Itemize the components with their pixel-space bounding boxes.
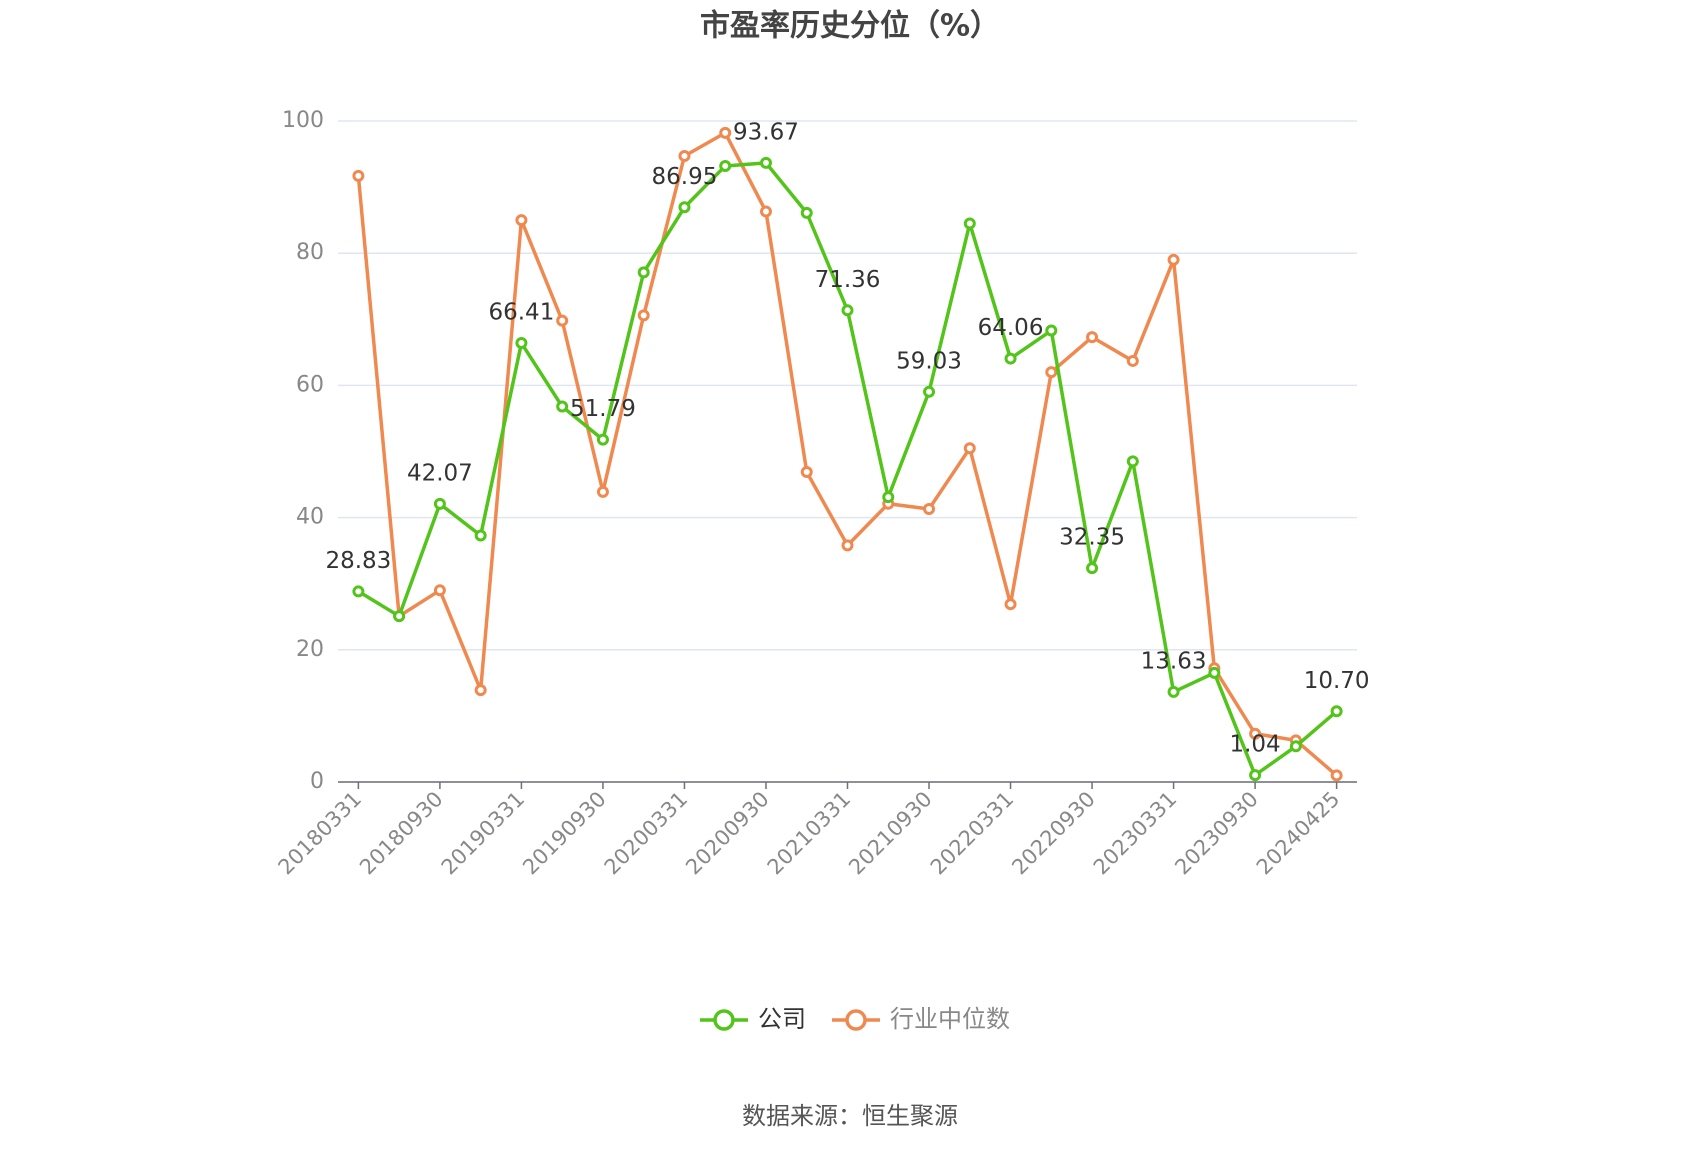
x-tick-label: 20210331 bbox=[763, 787, 856, 880]
y-tick-label: 0 bbox=[310, 769, 324, 794]
point bbox=[352, 585, 365, 598]
point bbox=[1126, 455, 1139, 468]
x-tick-label: 20230930 bbox=[1170, 787, 1263, 880]
x-tick-label: 20230331 bbox=[1089, 787, 1182, 880]
point bbox=[678, 150, 691, 163]
point bbox=[433, 584, 446, 597]
series-line bbox=[357, 161, 1338, 777]
data-label: 32.35 bbox=[1059, 525, 1125, 551]
data-label: 71.36 bbox=[815, 267, 881, 293]
data-label: 13.63 bbox=[1141, 648, 1207, 674]
legend-marker bbox=[845, 1009, 867, 1031]
x-tick-label: 20180930 bbox=[355, 787, 448, 880]
series-line bbox=[356, 131, 1338, 777]
point bbox=[515, 214, 528, 227]
point bbox=[719, 126, 732, 139]
point bbox=[841, 304, 854, 317]
data-label: 1.04 bbox=[1229, 732, 1280, 758]
legend-marker bbox=[713, 1009, 735, 1031]
point bbox=[963, 217, 976, 230]
point bbox=[556, 400, 569, 413]
x-tick-label: 20190930 bbox=[518, 787, 611, 880]
point bbox=[1330, 705, 1343, 718]
y-tick-label: 60 bbox=[296, 372, 324, 397]
data-label: 10.70 bbox=[1304, 668, 1370, 694]
legend-label: 行业中位数 bbox=[890, 1005, 1010, 1033]
data-label: 59.03 bbox=[896, 348, 962, 374]
point bbox=[637, 266, 650, 279]
point bbox=[800, 465, 813, 478]
x-tick-label: 20190331 bbox=[437, 787, 530, 880]
point bbox=[1167, 685, 1180, 698]
y-tick-label: 40 bbox=[296, 505, 324, 530]
x-tick-label: 20220331 bbox=[926, 787, 1019, 880]
point bbox=[474, 529, 487, 542]
data-label: 42.07 bbox=[407, 460, 473, 486]
point bbox=[1086, 562, 1099, 575]
point bbox=[433, 497, 446, 510]
point bbox=[1045, 324, 1058, 337]
x-tick-label: 20200930 bbox=[681, 787, 774, 880]
point bbox=[841, 539, 854, 552]
point bbox=[352, 169, 365, 182]
point bbox=[800, 206, 813, 219]
x-tick-label: 20200331 bbox=[600, 787, 693, 880]
point bbox=[1126, 354, 1139, 367]
point bbox=[1249, 769, 1262, 782]
data-label: 86.95 bbox=[652, 164, 718, 190]
point bbox=[393, 610, 406, 623]
chart-title: 市盈率历史分位（%） bbox=[700, 9, 1000, 44]
point bbox=[882, 491, 895, 504]
x-tick-label: 20220930 bbox=[1007, 787, 1100, 880]
point bbox=[556, 314, 569, 327]
point bbox=[596, 485, 609, 498]
data-label: 51.79 bbox=[570, 396, 636, 422]
y-tick-label: 80 bbox=[296, 240, 324, 265]
point bbox=[923, 385, 936, 398]
point bbox=[1086, 331, 1099, 344]
source: 数据来源：恒生聚源 bbox=[742, 1102, 958, 1130]
data-label: 64.06 bbox=[978, 315, 1044, 341]
point bbox=[1249, 727, 1262, 740]
point bbox=[596, 433, 609, 446]
point bbox=[1045, 366, 1058, 379]
point bbox=[759, 205, 772, 218]
point bbox=[1330, 769, 1343, 782]
point bbox=[963, 442, 976, 455]
point bbox=[1289, 740, 1302, 753]
point bbox=[759, 156, 772, 169]
point bbox=[637, 309, 650, 322]
x-tick-label: 20210930 bbox=[844, 787, 937, 880]
point bbox=[1208, 666, 1221, 679]
point bbox=[678, 201, 691, 214]
y-tick-label: 20 bbox=[296, 637, 324, 662]
legend-label: 公司 bbox=[758, 1005, 806, 1033]
data-label: 28.83 bbox=[325, 548, 391, 574]
y-tick-label: 100 bbox=[282, 108, 324, 133]
point bbox=[1004, 352, 1017, 365]
point bbox=[1004, 598, 1017, 611]
data-label: 66.41 bbox=[488, 300, 554, 326]
point bbox=[515, 337, 528, 350]
x-tick-label: 20240425 bbox=[1252, 787, 1345, 880]
point bbox=[923, 503, 936, 516]
x-tick-label: 20180331 bbox=[274, 787, 367, 880]
point bbox=[719, 159, 732, 172]
point bbox=[474, 684, 487, 697]
data-label: 93.67 bbox=[733, 119, 799, 145]
point bbox=[1167, 253, 1180, 266]
